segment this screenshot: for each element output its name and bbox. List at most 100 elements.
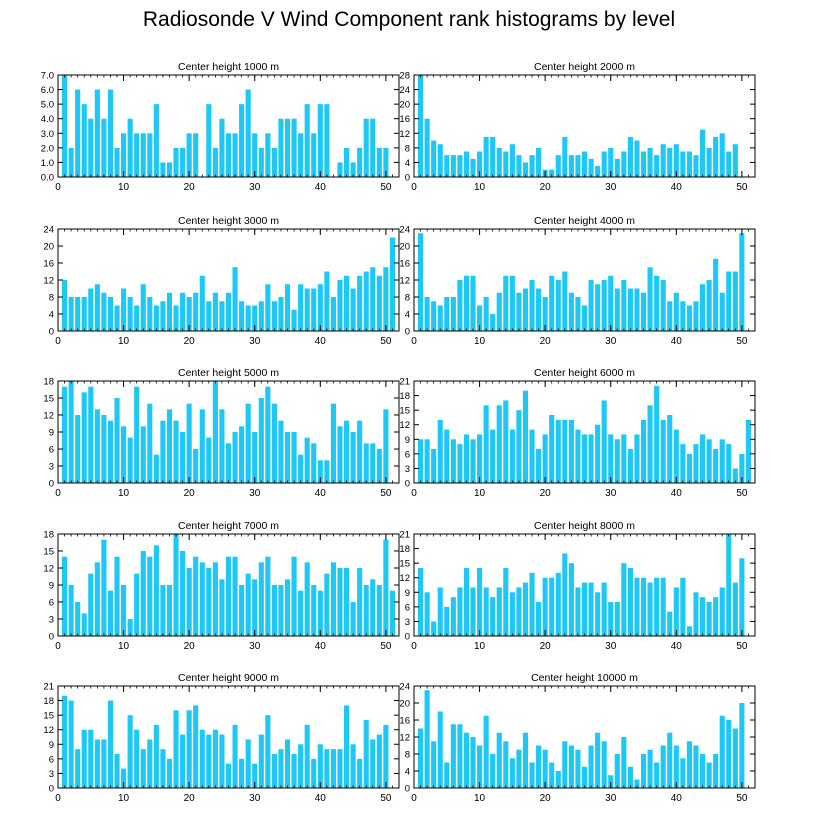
y-tick-label: 24 <box>399 682 410 693</box>
histogram-bar <box>588 582 594 636</box>
histogram-bar <box>522 288 529 331</box>
histogram-bar <box>370 579 376 636</box>
histogram-bar <box>581 582 588 636</box>
histogram-bar <box>101 539 107 636</box>
histogram-bar <box>357 420 363 483</box>
histogram-bar <box>127 619 133 636</box>
histogram-bar <box>173 147 179 177</box>
y-tick-label: 9 <box>49 428 54 439</box>
histogram-bar <box>562 741 568 788</box>
y-tick-label: 3 <box>49 615 54 626</box>
histogram-bar <box>317 104 323 177</box>
x-tick-label: 0 <box>411 336 417 347</box>
histogram-bar <box>699 129 706 177</box>
histogram-bar <box>536 147 542 177</box>
histogram-bar <box>542 297 548 331</box>
histogram-bar <box>667 611 673 636</box>
y-tick-label: 15 <box>43 394 54 405</box>
x-tick-label: 0 <box>411 793 417 804</box>
histogram-bar <box>595 284 601 331</box>
histogram-bar <box>121 585 127 636</box>
histogram-bar <box>94 89 100 177</box>
histogram-bar <box>457 587 463 636</box>
histogram-bar <box>166 409 173 483</box>
histogram-bar <box>693 155 699 177</box>
histogram-bar <box>562 553 568 636</box>
histogram-bar <box>529 155 535 177</box>
histogram-bar <box>621 434 627 483</box>
histogram-bar <box>542 749 548 788</box>
histogram-bar <box>258 398 264 483</box>
histogram-bar <box>490 597 496 636</box>
histogram-bar <box>634 779 640 788</box>
histogram-bar <box>271 301 277 331</box>
x-tick-label: 0 <box>55 641 61 652</box>
histogram-bar <box>258 734 264 788</box>
histogram-bar <box>62 75 68 177</box>
x-tick-label: 40 <box>671 488 683 499</box>
histogram-bar <box>370 118 376 177</box>
histogram-bar <box>732 144 738 177</box>
histogram-bar <box>337 749 343 788</box>
histogram-bar <box>206 734 212 788</box>
histogram-bar <box>706 762 712 788</box>
histogram-bar <box>463 568 470 636</box>
histogram-bar <box>121 133 127 177</box>
histogram-bar <box>81 297 87 331</box>
histogram-bar <box>457 280 463 331</box>
histogram-bar <box>470 158 476 177</box>
histogram-bar <box>193 449 199 483</box>
histogram-bar <box>121 426 127 483</box>
y-tick-label: 12 <box>399 420 410 431</box>
panel-title: Center height 4000 m <box>534 215 635 227</box>
histogram-bar <box>81 104 87 177</box>
histogram-bar <box>370 739 376 788</box>
x-tick-label: 10 <box>474 488 486 499</box>
histogram-bar <box>490 754 496 788</box>
histogram-bar <box>418 728 424 788</box>
histogram-bar <box>719 439 725 483</box>
histogram-bar <box>732 728 738 788</box>
histogram-bar <box>568 292 574 331</box>
y-tick-label: 21 <box>399 530 410 541</box>
histogram-bar <box>581 151 588 177</box>
histogram-bar <box>437 587 443 636</box>
histogram-bar <box>418 568 424 636</box>
histogram-bar <box>291 309 297 331</box>
y-tick-label: 3 <box>49 462 54 473</box>
histogram-bar <box>140 551 146 636</box>
histogram-bar <box>509 429 515 483</box>
histogram-bar <box>160 420 166 483</box>
histogram-bar <box>324 749 330 788</box>
histogram-bar <box>252 432 258 483</box>
x-tick-label: 20 <box>184 182 196 193</box>
x-tick-label: 10 <box>118 182 130 193</box>
histogram-bar <box>522 162 529 177</box>
histogram-bar <box>153 454 159 483</box>
histogram-bar <box>483 297 489 331</box>
histogram-bar <box>186 297 192 331</box>
histogram-bar <box>680 758 686 788</box>
histogram-bar <box>660 419 666 483</box>
histogram-bar <box>699 754 706 788</box>
histogram-bar <box>291 118 297 177</box>
x-tick-label: 30 <box>605 182 617 193</box>
histogram-bar <box>457 444 463 483</box>
histogram-bar <box>555 155 561 177</box>
histogram-bar <box>614 439 620 483</box>
histogram-bar <box>726 720 732 788</box>
histogram-bar <box>265 715 271 788</box>
histogram-bar <box>490 136 496 177</box>
histogram-bar <box>291 754 297 788</box>
x-tick-label: 10 <box>474 182 486 193</box>
histogram-bar <box>562 419 568 483</box>
histogram-bar <box>62 556 68 636</box>
histogram-bar <box>588 280 594 331</box>
y-tick-label: 6 <box>49 754 54 765</box>
histogram-bar <box>324 460 330 483</box>
histogram-bar <box>601 582 607 636</box>
histogram-bar <box>418 233 424 331</box>
histogram-bar <box>383 409 389 483</box>
x-tick-label: 30 <box>605 641 617 652</box>
histogram-bar <box>673 429 679 483</box>
